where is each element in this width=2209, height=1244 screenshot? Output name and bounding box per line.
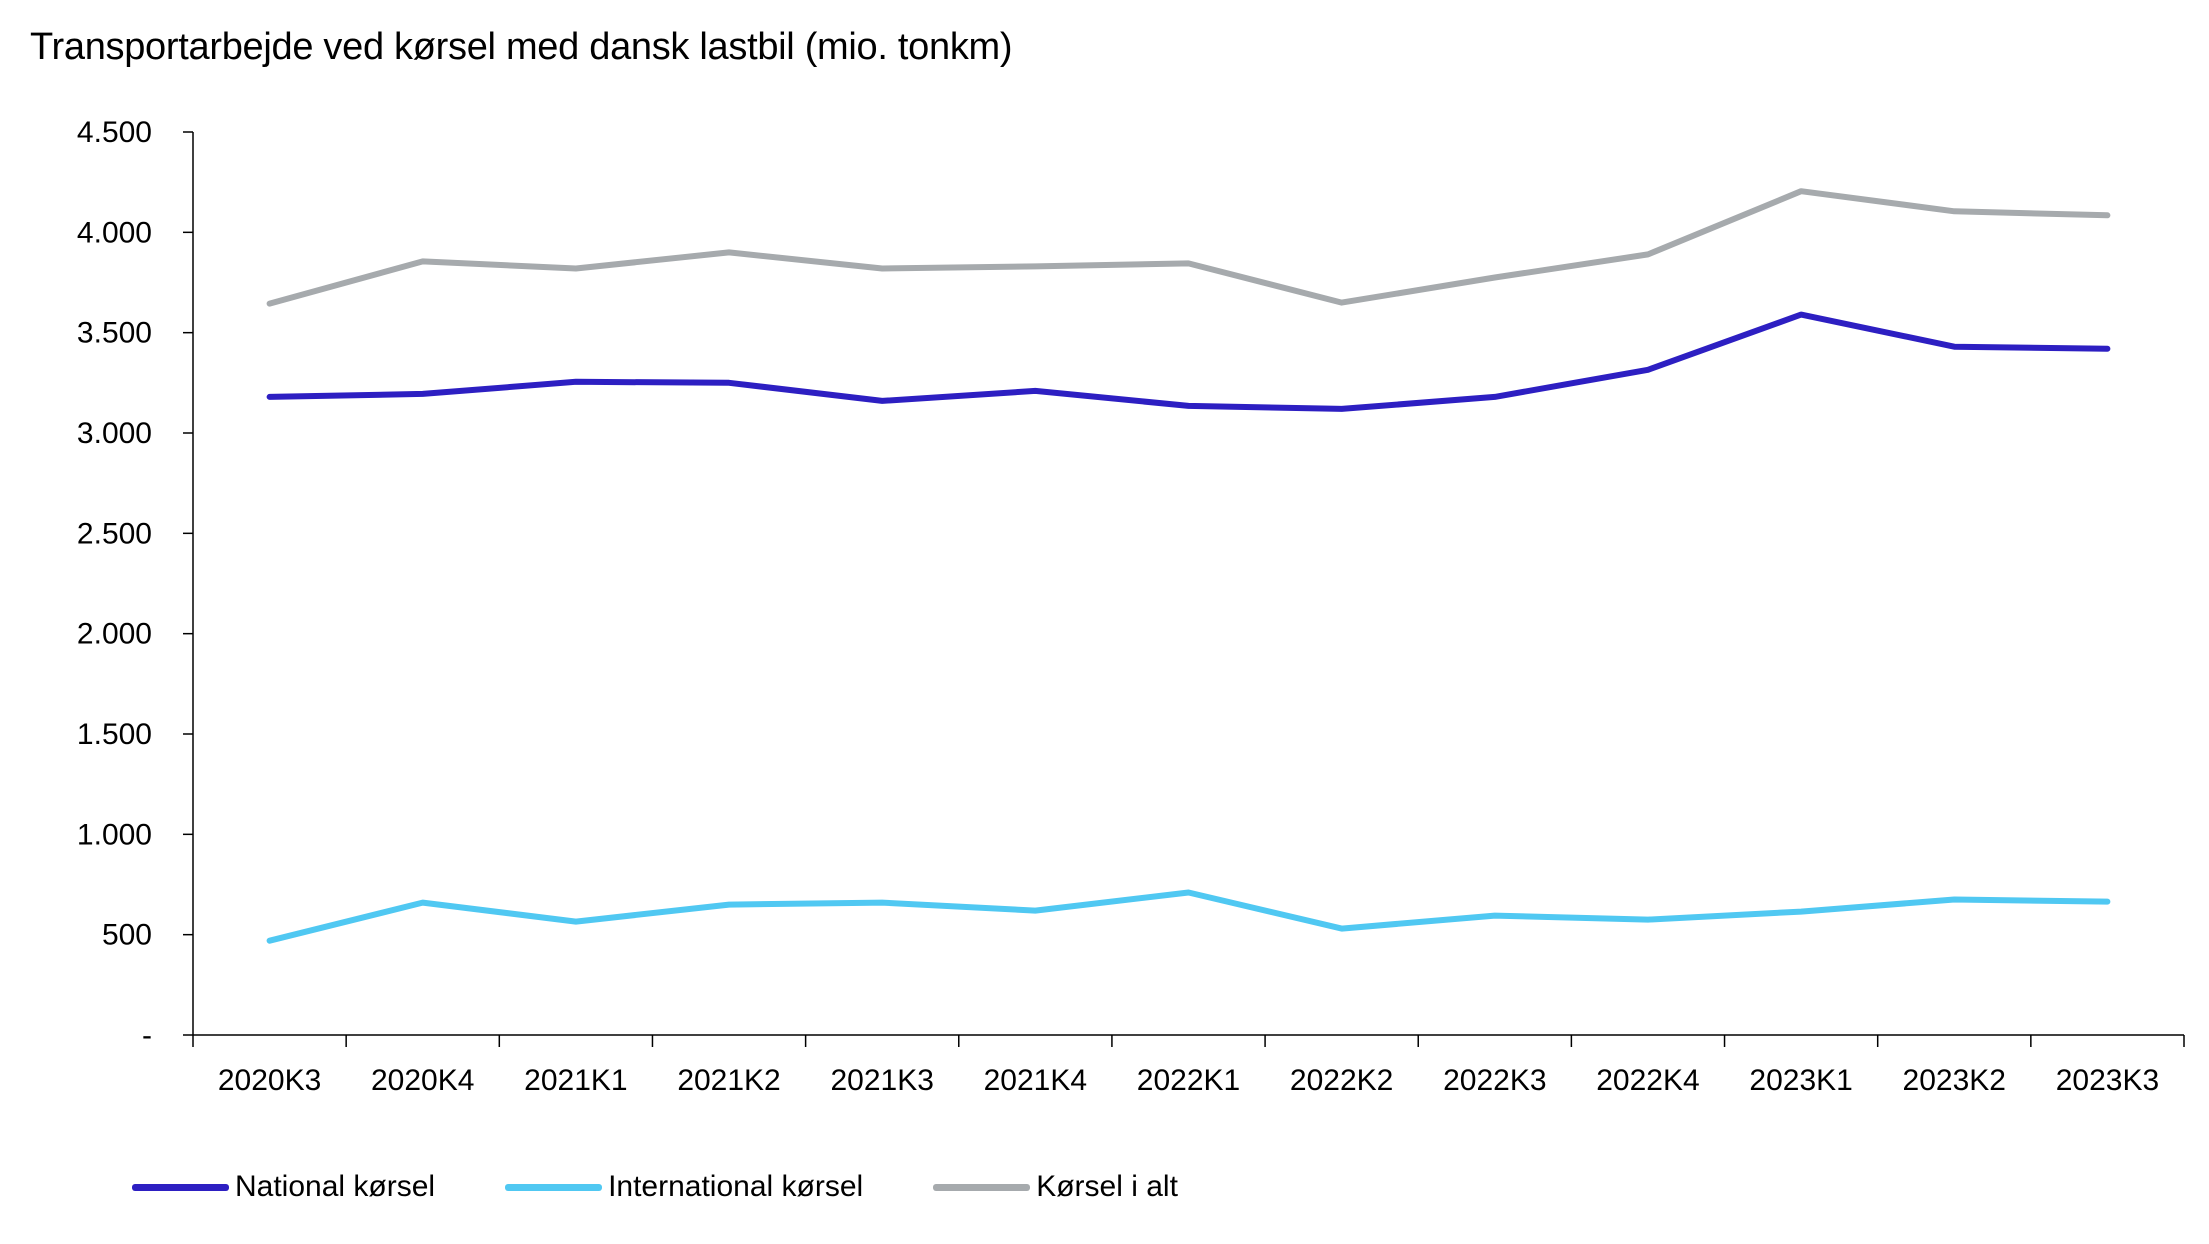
legend-item-total: Kørsel i alt [933,1170,1178,1204]
x-tick-labels: 2020K3 2020K4 2021K1 2021K2 2021K3 2021K4 2022… [218,1064,2159,1097]
x-tick-label: 2021K3 [830,1064,933,1097]
y-tick-label: 3.500 [77,317,152,350]
y-tick-label: 500 [102,919,152,952]
series-line-international [266,889,2111,944]
y-tick-label: 2.000 [77,618,152,651]
x-tick-label: 2021K1 [524,1064,627,1097]
y-tick-label: - [142,1019,152,1052]
x-tick-label: 2021K2 [677,1064,780,1097]
legend-label-international: International kørsel [608,1170,864,1203]
x-tick-label: 2023K3 [2056,1064,2159,1097]
y-tick-label: 3.000 [77,417,152,450]
legend-swatch-total [933,1183,1031,1191]
legend-swatch-international [505,1183,603,1191]
x-tick-label: 2022K2 [1290,1064,1393,1097]
axes [183,131,2185,1047]
x-tick-label: 2022K3 [1443,1064,1546,1097]
x-tick-label: 2021K4 [984,1064,1087,1097]
series-lines [266,188,2111,944]
chart-title: Transportarbejde ved kørsel med dansk la… [30,26,1013,68]
y-tick-label: 4.000 [77,216,152,249]
y-tick-label: 1.000 [77,818,152,851]
y-tick-label: 1.500 [77,718,152,751]
legend-item-national: National kørsel [132,1170,435,1204]
legend-label-national: National kørsel [235,1170,436,1203]
x-tick-label: 2022K4 [1596,1064,1699,1097]
x-tick-label: 2020K4 [371,1064,474,1097]
y-tick-label: 2.500 [77,517,152,550]
x-tick-label: 2023K1 [1749,1064,1852,1097]
y-tick-label: 4.500 [77,116,152,149]
x-tick-label: 2022K1 [1137,1064,1240,1097]
y-tick-labels: - 500 1.000 1.500 2.000 2.500 3.000 3.500 4.000 4… [77,116,152,1052]
legend: National kørsel International kørsel Kør… [132,1170,1248,1204]
series-line-national [266,311,2111,412]
legend-swatch-national [132,1183,229,1191]
series-line-total [266,188,2111,307]
x-tick-label: 2020K3 [218,1064,321,1097]
x-tick-label: 2023K2 [1903,1064,2006,1097]
legend-label-total: Kørsel i alt [1036,1170,1178,1203]
legend-item-international: International kørsel [505,1170,863,1204]
